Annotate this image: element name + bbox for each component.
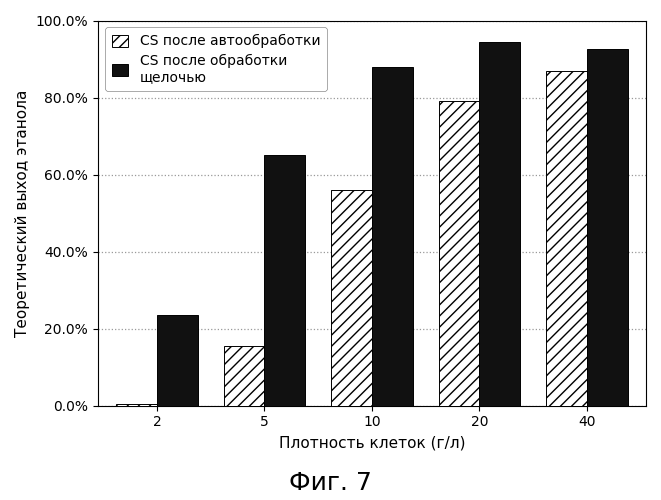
Bar [264, 156, 305, 406]
Bar [157, 315, 198, 406]
X-axis label: Плотность клеток (г/л): Плотность клеток (г/л) [279, 435, 465, 450]
Bar [439, 102, 479, 406]
Bar [116, 404, 157, 406]
Bar [546, 70, 587, 406]
Bar [479, 42, 520, 406]
Bar [331, 190, 372, 406]
Bar [587, 50, 628, 406]
Bar [223, 346, 264, 406]
Bar [372, 66, 412, 406]
Y-axis label: Теоретический выход этанола: Теоретический выход этанола [15, 90, 30, 337]
Legend: CS после автообработки, CS после обработки
щелочью: CS после автообработки, CS после обработ… [105, 28, 327, 92]
Text: Фиг. 7: Фиг. 7 [289, 471, 372, 495]
